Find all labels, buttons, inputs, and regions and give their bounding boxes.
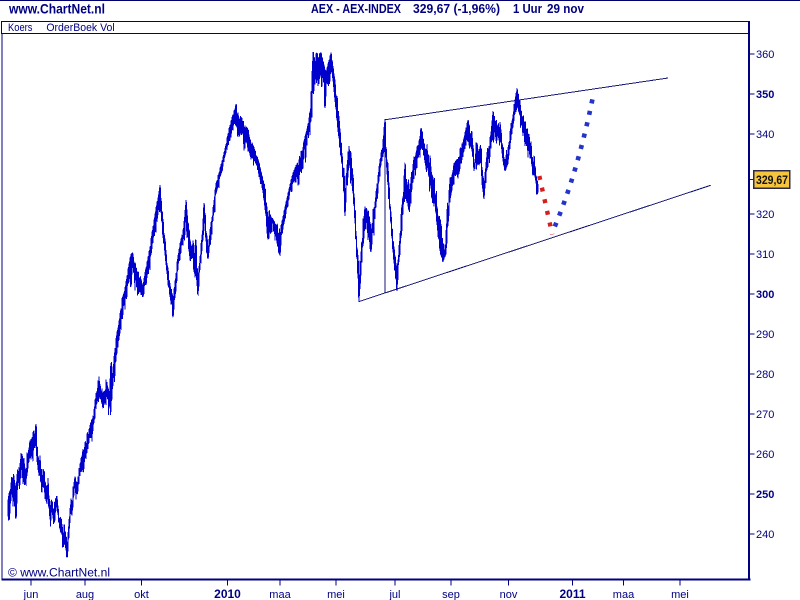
svg-text:2010: 2010 [214, 587, 241, 600]
svg-text:329,67: 329,67 [756, 175, 788, 187]
svg-text:okt: okt [134, 589, 149, 600]
svg-text:320: 320 [756, 209, 774, 221]
svg-text:350: 350 [756, 89, 774, 101]
svg-text:280: 280 [756, 369, 774, 381]
svg-text:nov: nov [500, 589, 518, 600]
svg-text:2011: 2011 [559, 587, 585, 600]
svg-text:maa: maa [269, 589, 291, 600]
svg-text:300: 300 [756, 289, 774, 301]
svg-text:sep: sep [442, 589, 460, 600]
svg-text:www.ChartNet.nl: www.ChartNet.nl [8, 2, 105, 17]
svg-text:jul: jul [388, 589, 400, 600]
svg-text:Koers: Koers [8, 22, 33, 34]
svg-text:340: 340 [756, 129, 774, 141]
svg-text:OrderBoek Vol: OrderBoek Vol [46, 22, 114, 34]
svg-text:© www.ChartNet.nl: © www.ChartNet.nl [8, 568, 110, 580]
svg-text:mei: mei [671, 589, 689, 600]
svg-text:310: 310 [756, 249, 774, 261]
svg-text:270: 270 [756, 409, 774, 421]
svg-text:mei: mei [327, 589, 345, 600]
svg-text:29 nov: 29 nov [547, 2, 584, 16]
svg-text:1 Uur: 1 Uur [513, 2, 542, 16]
svg-text:290: 290 [756, 329, 774, 341]
svg-text:260: 260 [756, 449, 774, 461]
svg-text:240: 240 [756, 529, 774, 541]
svg-text:360: 360 [756, 49, 774, 61]
svg-text:maa: maa [613, 589, 635, 600]
svg-text:329,67 (-1,96%): 329,67 (-1,96%) [413, 2, 500, 16]
svg-text:AEX - AEX-INDEX: AEX - AEX-INDEX [311, 2, 402, 16]
svg-text:jun: jun [23, 589, 39, 600]
svg-text:250: 250 [756, 489, 774, 501]
svg-text:aug: aug [76, 589, 94, 600]
